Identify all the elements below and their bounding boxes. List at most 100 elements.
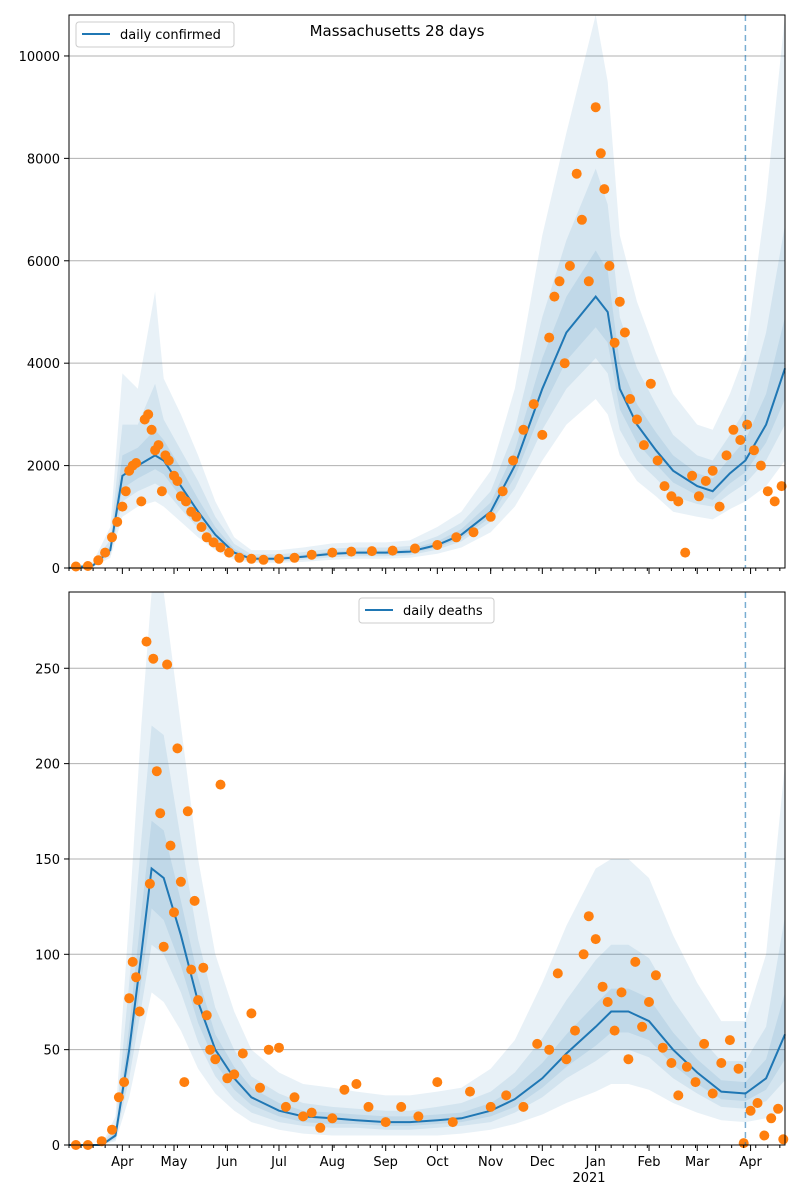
- observed-point: [707, 465, 718, 476]
- y-tick-label: 2000: [27, 460, 60, 475]
- uncertainty-bands: [69, 592, 785, 1145]
- grid-lines: [69, 55, 785, 467]
- observed-point: [597, 981, 608, 992]
- x-tick-label: Nov: [478, 1155, 504, 1170]
- observed-point: [363, 1101, 374, 1112]
- observed-point: [144, 878, 155, 889]
- observed-point: [604, 260, 615, 271]
- observed-point: [175, 876, 186, 887]
- observed-point: [186, 964, 197, 975]
- observed-point: [776, 481, 787, 492]
- x-tick-label: Apr: [739, 1155, 762, 1170]
- band-outer: [69, 15, 785, 568]
- observed-point: [644, 997, 654, 1007]
- observed-point: [571, 168, 582, 179]
- observed-point: [131, 458, 142, 468]
- observed-point: [289, 1092, 300, 1103]
- observed-points: [70, 102, 787, 572]
- observed-point: [127, 956, 138, 967]
- daily-deaths-panel: 0 50 100 150 200 250 Apr May Jun Jul Aug Sep Oct Nov…: [35, 591, 789, 1170]
- y-tick-label: 10000: [19, 50, 60, 65]
- observed-point: [681, 1061, 692, 1072]
- observed-point: [595, 148, 606, 159]
- observed-point: [590, 934, 601, 945]
- observed-point: [179, 1077, 190, 1088]
- observed-point: [146, 424, 157, 435]
- observed-point: [134, 1006, 145, 1017]
- observed-point: [735, 435, 746, 445]
- observed-point: [189, 895, 200, 906]
- observed-point: [274, 1042, 284, 1053]
- observed-point: [623, 1054, 634, 1065]
- observed-point: [155, 808, 166, 819]
- observed-point: [205, 1044, 216, 1055]
- y-tick-label: 8000: [27, 152, 60, 167]
- observed-point: [687, 470, 698, 481]
- observed-point: [552, 968, 563, 979]
- observed-point: [229, 1069, 240, 1080]
- observed-point: [650, 970, 661, 981]
- y-tick-label: 100: [35, 948, 60, 963]
- observed-point: [339, 1084, 350, 1095]
- x-axis-ticks: Apr May Jun Jul Aug Sep Oct Nov Dec Jan Feb Mar Apr: [68, 1145, 781, 1170]
- observed-point: [432, 540, 443, 550]
- observed-point: [136, 496, 147, 507]
- x-tick-label: Feb: [638, 1155, 661, 1170]
- y-tick-label: 200: [35, 758, 60, 773]
- observed-point: [518, 1101, 529, 1112]
- observed-point: [659, 481, 670, 492]
- observed-point: [447, 1117, 458, 1128]
- model-curve: [68, 294, 786, 569]
- observed-point: [528, 399, 539, 410]
- x-tick-label: Oct: [426, 1155, 448, 1170]
- legend: daily confirmed: [75, 21, 235, 48]
- observed-point: [468, 527, 479, 538]
- observed-point: [153, 440, 164, 451]
- observed-point: [762, 486, 773, 497]
- observed-point: [637, 1021, 648, 1032]
- observed-point: [616, 987, 627, 998]
- observed-point: [298, 1111, 309, 1122]
- observed-point: [721, 450, 732, 461]
- observed-point: [769, 496, 780, 507]
- observed-point: [163, 455, 174, 466]
- observed-point: [614, 296, 625, 307]
- observed-point: [766, 1113, 777, 1124]
- observed-point: [165, 840, 176, 851]
- observed-point: [759, 1130, 770, 1141]
- axes-frame: [68, 591, 786, 1146]
- observed-point: [280, 1101, 291, 1112]
- observed-point: [182, 806, 193, 817]
- observed-point: [124, 993, 135, 1004]
- y-tick-label: 0: [52, 1139, 60, 1154]
- y-axis-ticks: 0 2000 4000 6000 8000 10000: [19, 50, 69, 577]
- x-tick-label: Aug: [320, 1155, 345, 1170]
- observed-point: [315, 1122, 326, 1133]
- observed-point: [346, 546, 357, 557]
- observed-point: [93, 555, 104, 566]
- observed-point: [700, 476, 711, 486]
- plot-area: [69, 15, 785, 568]
- observed-point: [745, 1105, 756, 1116]
- observed-point: [201, 1010, 212, 1021]
- observed-point: [749, 445, 759, 456]
- observed-point: [559, 358, 570, 369]
- y-tick-label: 6000: [27, 255, 60, 270]
- observed-point: [172, 476, 183, 486]
- grid-lines: [69, 667, 785, 1051]
- observed-point: [131, 972, 142, 983]
- y-axis-ticks: 0 50 100 150 200 250: [35, 662, 69, 1154]
- observed-point: [576, 214, 587, 225]
- x-tick-label: Dec: [530, 1155, 555, 1170]
- x-tick-label: Sep: [373, 1155, 398, 1170]
- legend-label: daily deaths: [403, 604, 483, 619]
- observed-point: [96, 1136, 107, 1147]
- legend-box: [75, 21, 235, 48]
- observed-point: [258, 554, 269, 565]
- observed-point: [501, 1090, 512, 1101]
- observed-point: [162, 659, 173, 670]
- observed-point: [208, 537, 219, 548]
- observed-point: [590, 102, 601, 113]
- observed-point: [666, 491, 677, 502]
